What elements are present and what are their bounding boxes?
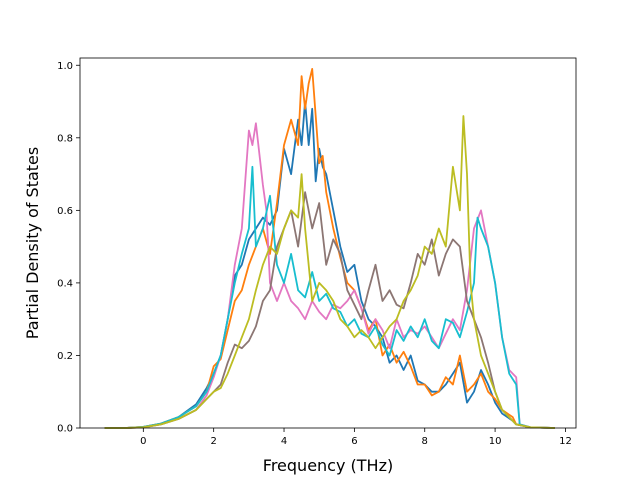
y-tick-label: 0.2 [57,351,73,362]
y-axis-ticks: 0.0 0.2 0.4 0.6 0.8 1.0 [57,61,80,435]
y-axis-label: Partial Density of States [23,147,42,339]
x-tick-label: 8 [422,436,428,447]
y-tick-label: 0.8 [57,133,73,144]
x-tick-label: 0 [140,436,146,447]
series-line-4 [104,165,555,429]
x-axis-label: Frequency (THz) [263,456,393,475]
y-tick-label: 0.0 [57,424,73,435]
x-tick-label: 2 [210,436,216,447]
series-line-5 [104,191,555,429]
y-tick-label: 0.6 [57,206,73,217]
series-line-2 [104,68,555,429]
x-tick-label: 10 [489,436,502,447]
series-lines [104,68,555,429]
series-line-1 [104,100,555,429]
x-tick-label: 4 [281,436,287,447]
y-tick-label: 0.4 [57,278,73,289]
x-tick-label: 12 [559,436,572,447]
series-line-6 [104,115,555,429]
plot-frame [79,57,577,429]
y-tick-label: 1.0 [57,61,73,72]
x-tick-label: 6 [351,436,357,447]
x-axis-ticks: 0 2 4 6 8 10 12 [140,428,572,447]
